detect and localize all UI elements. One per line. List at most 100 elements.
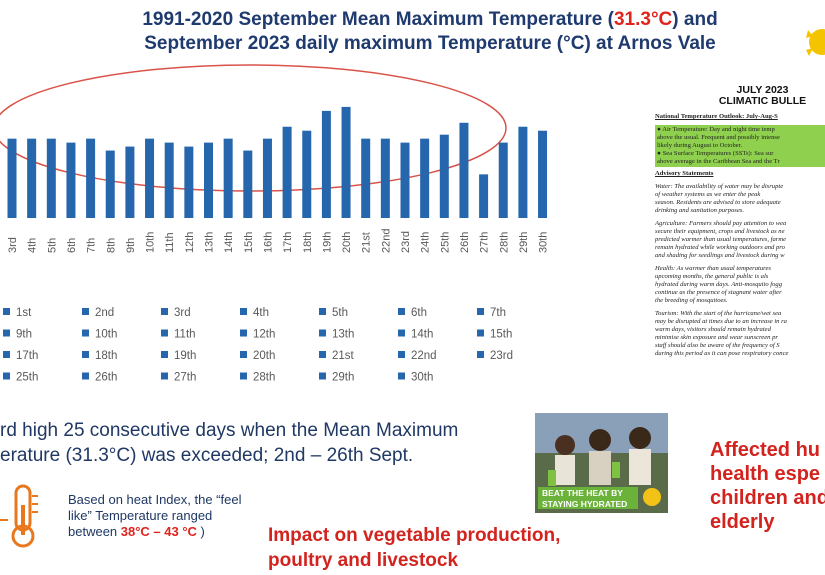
bar [538, 130, 548, 218]
bar [125, 146, 135, 218]
text-line: Affected hu [710, 439, 820, 461]
legend-swatch [319, 308, 326, 315]
legend-label: 5th [332, 307, 348, 319]
legend-swatch [3, 351, 10, 358]
x-tick-label: 15th [243, 232, 255, 253]
legend-swatch [398, 351, 405, 358]
text-line: Based on heat Index, the “feel [68, 492, 242, 507]
affected-text: Affected hu health espe children and elderl… [710, 438, 825, 534]
outlook-line: likely during August to October. [657, 142, 743, 149]
bar [243, 150, 253, 218]
x-tick-label: 22nd [380, 229, 392, 253]
title-text: ) and [672, 9, 718, 30]
legend-swatch [477, 308, 484, 315]
x-tick-label: 9th [125, 238, 137, 253]
advisory-line: may be disrupted at times due to an incr… [655, 318, 787, 325]
x-tick-label: 10th [145, 232, 157, 253]
advisory-line: during this period as it can pose respir… [655, 350, 789, 357]
legend-swatch [319, 372, 326, 380]
text-line: health espe [710, 463, 821, 485]
legend-label: 26th [95, 372, 117, 384]
advisory-line: upcoming months, the general public is a… [655, 273, 769, 280]
legend-swatch [3, 329, 10, 337]
bar [46, 138, 56, 218]
x-tick-label: 12th [184, 232, 196, 253]
x-tick-label: 16th [262, 232, 274, 253]
bar [164, 142, 174, 218]
advisory-line: and shading for seedlings and livestock … [655, 252, 785, 259]
legend-swatch [82, 351, 89, 358]
legend-swatch [398, 372, 405, 380]
legend-swatch [82, 329, 89, 337]
legend-label: 22nd [411, 350, 437, 362]
legend-label: 9th [16, 329, 32, 341]
legend-label: 13th [332, 329, 354, 341]
advisory-line: minimise skin exposure and wear sunscree… [655, 334, 778, 341]
legend-swatch [319, 351, 326, 358]
x-tick-label: 24th [420, 232, 432, 253]
legend-swatch [161, 372, 168, 380]
advisory-line: Health: As warmer than usual temperature… [655, 265, 771, 272]
outlook-line: above average in the Caribbean Sea and t… [657, 158, 780, 165]
outlook-box: ● Air Temperature: Day and night time te… [655, 125, 825, 167]
bar [145, 138, 155, 218]
poster-text: BEAT THE HEAT BY [542, 488, 623, 498]
legend-label: 21st [332, 350, 355, 362]
legend-label: 15th [490, 329, 512, 341]
bar [479, 174, 489, 218]
bulletin: JULY 2023 CLIMATIC BULLE National Temper… [655, 85, 825, 358]
x-tick-label: 30th [538, 232, 550, 253]
text-line: like” Temperature ranged [68, 508, 213, 523]
x-tick-label: 4th [27, 238, 39, 253]
x-tick-label: 8th [105, 238, 117, 253]
outlook-line: ● Sea Surface Temperatures (SSTs): Sea s… [657, 150, 774, 157]
bar [321, 110, 331, 218]
outlook-title: National Temperature Outlook: July-Aug-S [655, 113, 778, 120]
advisory-line: season. Residents are advised to store a… [655, 199, 781, 206]
legend-label: 2nd [95, 307, 114, 319]
legend-label: 12th [253, 329, 275, 341]
bar [498, 142, 508, 218]
legend-swatch [3, 372, 10, 380]
advisory-line: secure their equipment, crops and livest… [655, 228, 785, 235]
bar [7, 138, 17, 218]
legend-label: 1st [16, 307, 32, 319]
legend-label: 7th [490, 307, 506, 319]
advisory-sections: Water: The availability of water may be … [655, 183, 825, 358]
bulletin-heading: CLIMATIC BULLE [718, 95, 807, 107]
bar [302, 130, 312, 218]
x-tick-label: 6th [66, 238, 78, 253]
bar [223, 138, 233, 218]
bar [459, 122, 469, 218]
highlight-ellipse [0, 64, 507, 192]
x-tick-label: 5th [46, 238, 58, 253]
legend-label: 23rd [490, 350, 513, 362]
bar [518, 126, 528, 218]
advisory-line: Water: The availability of water may be … [655, 183, 784, 190]
slide-title: 1991-2020 September Mean Maximum Tempera… [60, 8, 800, 56]
poster-text: STAYING HYDRATED [542, 499, 627, 509]
legend-label: 30th [411, 372, 433, 384]
bar [66, 142, 76, 218]
text-line: elderly [710, 511, 775, 533]
legend-swatch [240, 308, 247, 315]
bar [204, 142, 213, 218]
text-line: erature (31.3°C) was exceeded; 2nd – 26t… [0, 445, 414, 466]
bar [420, 138, 430, 218]
bar [361, 138, 371, 218]
legend-label: 20th [253, 350, 275, 362]
impact-text: Impact on vegetable production, poultry … [268, 523, 560, 573]
x-tick-label: 27th [479, 232, 491, 253]
x-tick-label: 3rd [7, 237, 19, 253]
advisory-line: Tourism: With the start of the hurricane… [655, 310, 782, 317]
bulletin-heading: JULY 2023 [736, 84, 789, 96]
bar [380, 138, 390, 218]
advisory-line: predicted warmer than usual temperatures… [655, 236, 787, 243]
x-tick-label: 19th [321, 232, 333, 253]
advisory-line: the breeding of mosquitoes. [655, 297, 728, 304]
outlook-line: ● Air Temperature: Day and night time te… [657, 126, 775, 133]
advisory-line: continue as the presence of stagnant wat… [655, 289, 782, 296]
x-tick-label: 20th [341, 232, 353, 253]
bar [400, 142, 410, 218]
bar [27, 138, 37, 218]
